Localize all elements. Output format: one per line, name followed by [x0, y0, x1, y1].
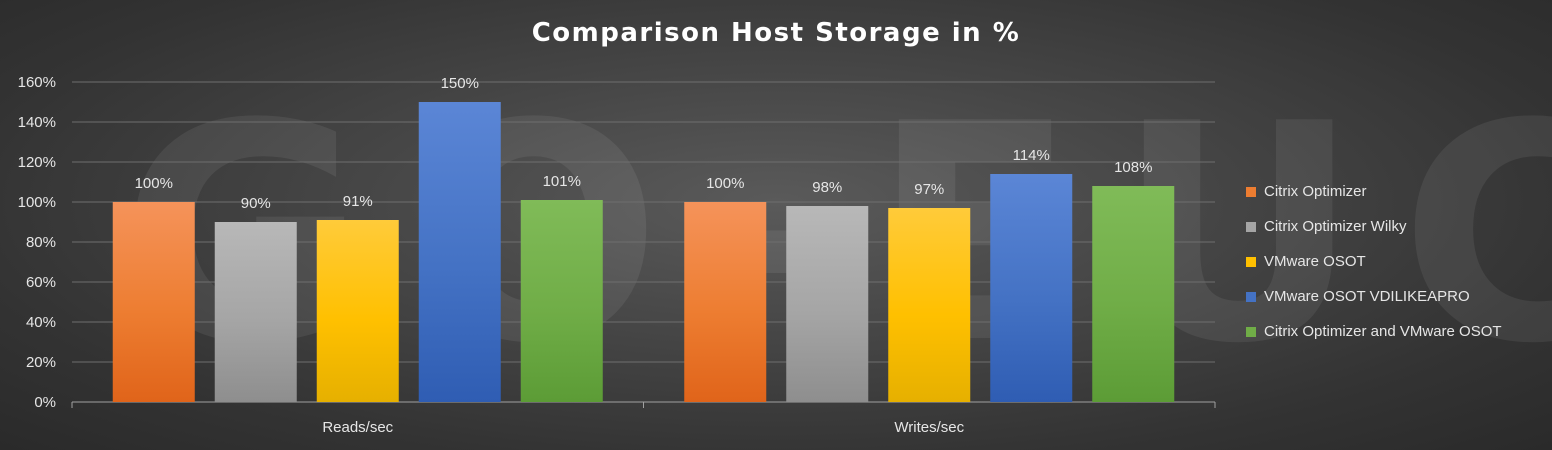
data-label: 100% [135, 175, 173, 192]
y-tick-label: 80% [26, 234, 56, 251]
legend-item: VMware OSOT VDILIKEAPRO [1246, 279, 1546, 314]
data-label: 150% [441, 75, 479, 92]
data-label: 91% [343, 193, 373, 210]
legend-swatch [1246, 326, 1256, 337]
y-tick-label: 40% [26, 314, 56, 331]
y-tick-label: 100% [18, 194, 56, 211]
bar [888, 208, 971, 402]
legend-label: VMware OSOT VDILIKEAPRO [1264, 288, 1470, 305]
chart-title: Comparison Host Storage in % [531, 18, 1021, 48]
y-tick-label: 160% [18, 74, 56, 91]
x-tick-label: Reads/sec [322, 419, 393, 436]
legend-item: VMware OSOT [1246, 244, 1546, 279]
y-tick-label: 120% [18, 154, 56, 171]
data-label: 100% [706, 175, 744, 192]
bar [786, 206, 869, 402]
bar [990, 174, 1073, 402]
legend-swatch [1246, 186, 1256, 197]
data-label: 101% [543, 173, 581, 190]
bar [316, 220, 399, 402]
x-tick-label: Writes/sec [894, 419, 964, 436]
data-label: 108% [1114, 159, 1152, 176]
bar [112, 202, 195, 402]
legend-label: Citrix Optimizer Wilky [1264, 218, 1407, 235]
bar [1092, 186, 1175, 402]
legend-item: Citrix Optimizer and VMware OSOT [1246, 314, 1546, 349]
bar [520, 200, 603, 402]
bar [214, 222, 297, 402]
legend: Citrix Optimizer Citrix Optimizer Wilky VM… [1246, 174, 1546, 349]
legend-swatch [1246, 256, 1256, 267]
legend-label: VMware OSOT [1264, 253, 1366, 270]
y-tick-label: 140% [18, 114, 56, 131]
legend-item: Citrix Optimizer Wilky [1246, 209, 1546, 244]
legend-label: Citrix Optimizer and VMware OSOT [1264, 323, 1502, 340]
y-tick-label: 60% [26, 274, 56, 291]
bar [418, 102, 501, 402]
data-label: 97% [914, 181, 944, 198]
legend-swatch [1246, 291, 1256, 302]
y-tick-label: 0% [34, 394, 56, 411]
y-tick-label: 20% [26, 354, 56, 371]
data-label: 114% [1013, 147, 1050, 164]
data-label: 90% [241, 195, 271, 212]
legend-label: Citrix Optimizer [1264, 183, 1367, 200]
data-label: 98% [812, 179, 842, 196]
legend-item: Citrix Optimizer [1246, 174, 1546, 209]
legend-swatch [1246, 221, 1256, 232]
bar [684, 202, 767, 402]
